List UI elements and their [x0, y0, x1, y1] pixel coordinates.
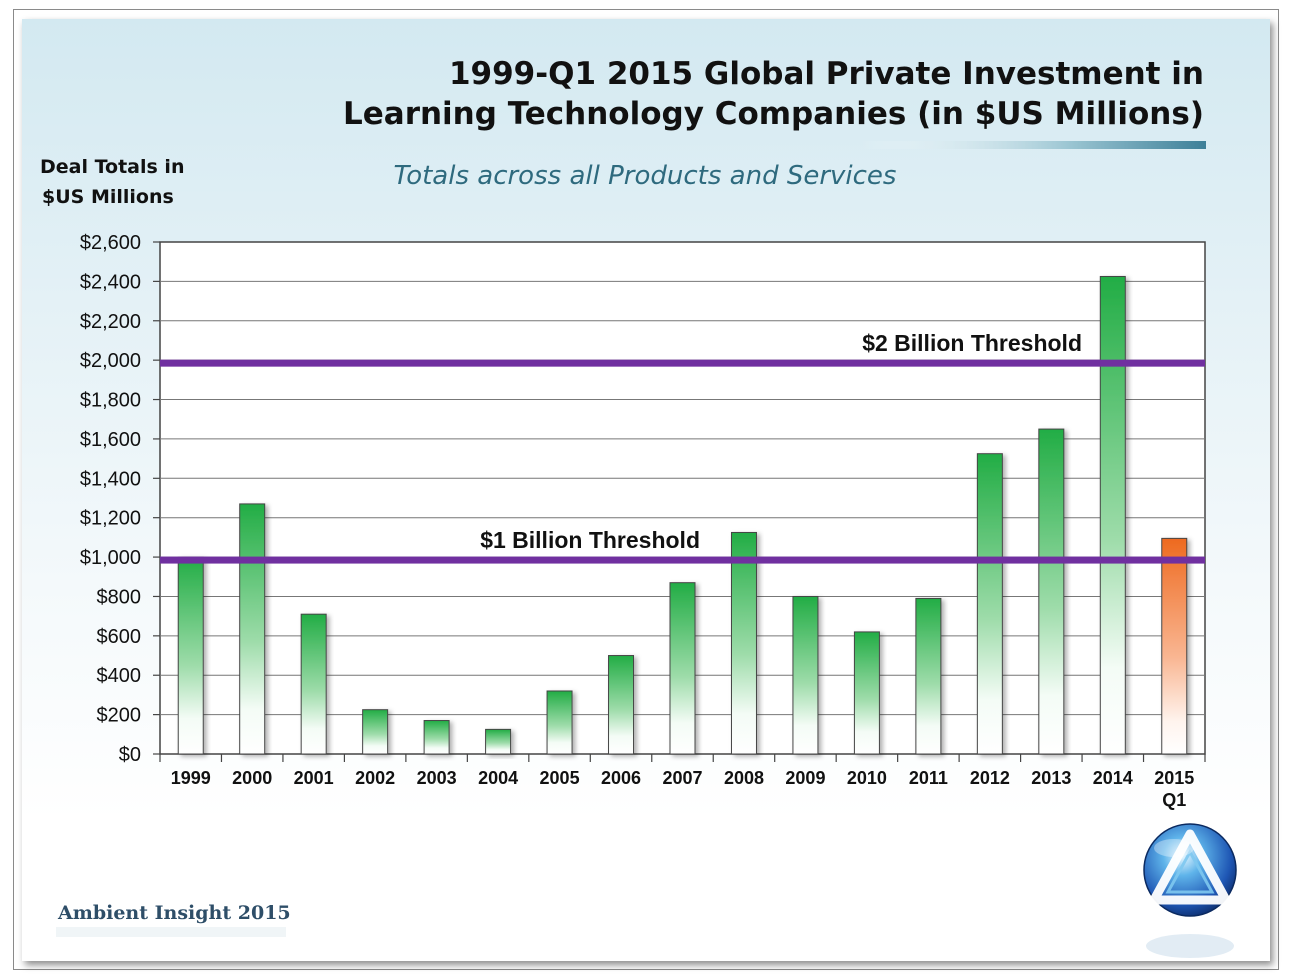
x-tick-label: 2005 [540, 768, 580, 788]
x-axis-ticks: 1999 2000 2001 2002 2003 2004 2005 2006 2007 2008… [159, 754, 1206, 810]
x-tick-label: 2006 [601, 768, 641, 788]
bar [300, 613, 327, 755]
threshold-label: $1 Billion Threshold [480, 527, 700, 553]
x-tick-label: 2013 [1031, 768, 1071, 788]
reference-lines: $2 Billion Threshold $1 Billion Threshold [160, 330, 1205, 564]
y-tick-label: $2,600 [80, 232, 141, 254]
x-tick-label: 2007 [662, 768, 702, 788]
footer-credit-reflection [56, 927, 286, 937]
bar [792, 595, 819, 755]
bar [485, 728, 512, 755]
x-tick-label: 2001 [294, 768, 334, 788]
bar [608, 655, 635, 755]
bar [915, 597, 942, 755]
x-tick-label: 2003 [417, 768, 457, 788]
x-tick-label: Q1 [1162, 790, 1186, 810]
x-tick-label: 1999 [171, 768, 211, 788]
y-tick-label: $0 [119, 744, 141, 766]
bar [730, 531, 757, 755]
y-tick-label: $800 [97, 586, 142, 608]
ambient-insight-logo-icon [1143, 823, 1237, 958]
footer-credit: Ambient Insight 2015 [57, 902, 291, 924]
x-tick-label: 2011 [909, 768, 948, 788]
y-tick-label: $400 [97, 665, 142, 687]
y-axis-ticks: $0 $200 $400 $600 $800 $1,000 $1,200 $1,400 $1,6… [80, 232, 160, 766]
x-tick-label: 2000 [232, 768, 272, 788]
bar [423, 720, 450, 755]
chart-title-line-2: Learning Technology Companies (in $US Mi… [343, 96, 1204, 132]
bar [669, 582, 696, 755]
bar [1038, 428, 1065, 755]
bar [976, 453, 1003, 755]
y-tick-label: $200 [97, 705, 142, 727]
chart-subtitle: Totals across all Products and Services [394, 161, 897, 191]
threshold-line [160, 359, 1205, 367]
y-tick-label: $2,400 [80, 271, 141, 293]
x-tick-label: 2002 [355, 768, 395, 788]
y-axis-title-line-2: $US Millions [42, 186, 174, 208]
x-tick-label: 2010 [847, 768, 887, 788]
x-tick-label: 2009 [785, 768, 825, 788]
x-tick-label: 2004 [478, 768, 518, 788]
chart-title-line-1: 1999-Q1 2015 Global Private Investment i… [449, 56, 1204, 92]
bar [362, 709, 389, 755]
x-tick-label: 2014 [1093, 768, 1133, 788]
y-tick-label: $1,800 [80, 390, 141, 412]
y-tick-label: $1,400 [80, 468, 141, 490]
bar [239, 503, 266, 755]
title-accent-rule [860, 141, 1206, 149]
bar [853, 631, 880, 755]
y-axis-title-line-1: Deal Totals in [40, 156, 184, 178]
bar [177, 556, 204, 755]
threshold-label: $2 Billion Threshold [862, 330, 1082, 356]
y-tick-label: $1,200 [80, 508, 141, 530]
bars [177, 275, 1188, 755]
x-tick-label: 2015 [1154, 768, 1194, 788]
y-tick-label: $600 [97, 626, 142, 648]
bar [1161, 537, 1188, 755]
y-tick-label: $2,000 [80, 350, 141, 372]
bar [1099, 275, 1126, 755]
y-tick-label: $1,000 [80, 547, 141, 569]
x-tick-label: 2008 [724, 768, 764, 788]
x-tick-label: 2012 [970, 768, 1010, 788]
y-tick-label: $2,200 [80, 311, 141, 333]
bar [546, 690, 573, 755]
threshold-line [160, 556, 1205, 564]
y-tick-label: $1,600 [80, 429, 141, 451]
